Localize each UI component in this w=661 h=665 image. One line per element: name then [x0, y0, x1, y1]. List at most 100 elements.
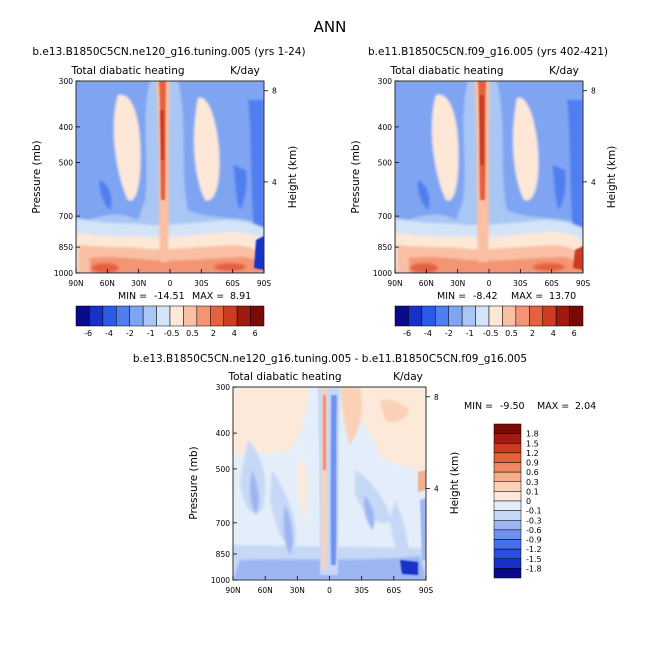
panel-a-min-value: -14.51 — [154, 291, 185, 302]
panel-a-xtick-label: 30S — [194, 279, 209, 288]
panel-c-xtick-label: 30S — [355, 586, 370, 595]
panel-b-colorbar-swatch — [569, 305, 584, 327]
panel-c-yrtick-label: 8 — [434, 393, 439, 402]
panel-b-xtick-label: 30S — [513, 279, 528, 288]
panel-b-ytick-label: 1000 — [373, 269, 392, 278]
panel-b-colorbar-swatch — [461, 305, 476, 327]
panel-b-min-value: -8.42 — [473, 291, 498, 302]
panel-c-colorbar-swatch — [493, 548, 522, 559]
panel-c-colorbar-swatch — [493, 491, 522, 502]
panel-b-colorbar-label: -1 — [466, 329, 474, 338]
panel-b-xtick-label: 30N — [450, 279, 465, 288]
panel-b-colorbar-swatch — [394, 305, 409, 327]
panel-a-colorbar-swatch — [102, 305, 117, 327]
panel-a-yrtick-label: 8 — [272, 87, 277, 96]
panel-b-xtick-label: 0 — [487, 279, 492, 288]
panel-c-colorbar-swatch — [493, 481, 522, 492]
panel-c-units: K/day — [393, 371, 423, 383]
panel-c-colorbar-label: 0.1 — [526, 487, 539, 496]
panel-a-colorbar-swatch — [142, 305, 157, 327]
panel-c-xtick-label: 90S — [419, 586, 434, 595]
panel-a-subtitle: Total diabatic heating — [70, 65, 184, 77]
panel-a-ytick-label: 400 — [59, 123, 74, 132]
panel-c-colorbar-label: 0 — [526, 497, 531, 506]
panel-b-max-value: 13.70 — [549, 291, 576, 302]
panel-a-colorbar-swatch — [156, 305, 171, 327]
panel-c-colorbar-swatch — [493, 568, 522, 579]
panel-b-colorbar-label: 6 — [572, 329, 577, 338]
panel-b-field — [395, 81, 583, 273]
panel-c-ylabel: Pressure (mb) — [188, 446, 200, 519]
panel-a-ytick-label: 500 — [59, 158, 74, 167]
panel-c-min-label: MIN = — [464, 401, 493, 412]
panel-a-max-label: MAX = — [192, 291, 224, 302]
panel-a-xtick-label: 90S — [257, 279, 272, 288]
panel-a-colorbar-label: -6 — [84, 329, 92, 338]
panel-c-colorbar-label: 0.6 — [526, 468, 539, 477]
panel-c-xtick-label: 90N — [225, 586, 240, 595]
panel-a: b.e13.B1850C5CN.ne120_g16.tuning.005 (yr… — [31, 46, 306, 338]
panel-b: b.e11.B1850C5CN.f09_g16.005 (yrs 402-421… — [350, 46, 618, 338]
panel-a-xtick-label: 0 — [168, 279, 173, 288]
panel-b-units: K/day — [549, 65, 579, 77]
panel-b-colorbar-swatch — [488, 305, 503, 327]
panel-b-colorbar-swatch — [448, 305, 463, 327]
panel-b-colorbar-swatch — [555, 305, 570, 327]
panel-c-colorbar-label: -1.5 — [526, 555, 542, 564]
panel-c-subtitle: Total diabatic heating — [227, 371, 341, 383]
panel-c-field — [233, 387, 426, 580]
panel-a-max-value: 8.91 — [230, 291, 251, 302]
panel-a-yrtick-label: 4 — [272, 178, 277, 187]
panel-a-ytick-label: 1000 — [54, 269, 73, 278]
panel-b-ylabel: Pressure (mb) — [350, 140, 362, 213]
panel-c-colorbar-label: 1.2 — [526, 449, 539, 458]
panel-c-ytick-label: 400 — [216, 429, 231, 438]
panel-c-colorbar-label: -0.1 — [526, 507, 542, 516]
panel-b-xtick-label: 90N — [387, 279, 402, 288]
panel-a-colorbar-swatch — [250, 305, 265, 327]
panel-b-ytick-label: 500 — [378, 158, 393, 167]
panel-c-colorbar-label: 0.3 — [526, 478, 539, 487]
panel-a-colorbar-label: 0.5 — [186, 329, 199, 338]
panel-c-colorbar-swatch — [493, 529, 522, 540]
panel-c-colorbar-label: -1.8 — [526, 564, 542, 573]
panel-a-ylabel-right: Height (km) — [287, 146, 299, 209]
panel-c-ytick-label: 700 — [216, 519, 231, 528]
panel-c-max-label: MAX = — [537, 401, 569, 412]
panel-a-colorbar-label: -2 — [126, 329, 134, 338]
panel-a-colorbar-label: -4 — [105, 329, 113, 338]
panel-b-xtick-label: 60N — [419, 279, 434, 288]
panel-c-title: b.e13.B1850C5CN.ne120_g16.tuning.005 - b… — [133, 353, 527, 365]
panel-c-ylabel-right: Height (km) — [449, 452, 461, 515]
panel-a-colorbar-swatch — [223, 305, 238, 327]
panel-c-colorbar-swatch — [493, 520, 522, 531]
panel-b-yrtick-label: 4 — [591, 178, 596, 187]
panel-b-colorbar-swatch — [515, 305, 530, 327]
panel-a-units: K/day — [230, 65, 260, 77]
panel-c-colorbar-swatch — [493, 471, 522, 482]
panel-b-colorbar-label: -0.5 — [483, 329, 499, 338]
panel-a-xtick-label: 90N — [68, 279, 83, 288]
panel-b-colorbar-label: 2 — [530, 329, 535, 338]
panel-c-xtick-label: 60S — [387, 586, 402, 595]
panel-c-colorbar-label: -0.9 — [526, 536, 542, 545]
panel-c-colorbar-swatch — [493, 452, 522, 463]
panel-a-min-label: MIN = — [118, 291, 147, 302]
panel-b-colorbar-swatch — [435, 305, 449, 327]
panel-c-colorbar-swatch — [493, 558, 522, 569]
panel-c-yrtick-label: 4 — [434, 484, 439, 493]
panel-b-axes: 90N 60N 30N 0 30S 60S 90S 300 400 500 700 850 1000 8 4… — [350, 77, 618, 338]
panel-a-xtick-label: 30N — [131, 279, 146, 288]
panel-c-colorbar-swatch — [493, 539, 522, 550]
panel-c-min-value: -9.50 — [500, 401, 525, 412]
panel-c-max-value: 2.04 — [575, 401, 596, 412]
panel-a-colorbar-swatch — [236, 305, 251, 327]
panel-a-colorbar-swatch — [183, 305, 198, 327]
page-title: ANN — [314, 18, 347, 36]
panel-b-subtitle: Total diabatic heating — [389, 65, 503, 77]
panel-c-colorbar-label: -1.2 — [526, 545, 542, 554]
panel-c-colorbar-label: 0.9 — [526, 459, 539, 468]
panel-c-colorbar-swatch — [493, 500, 522, 511]
